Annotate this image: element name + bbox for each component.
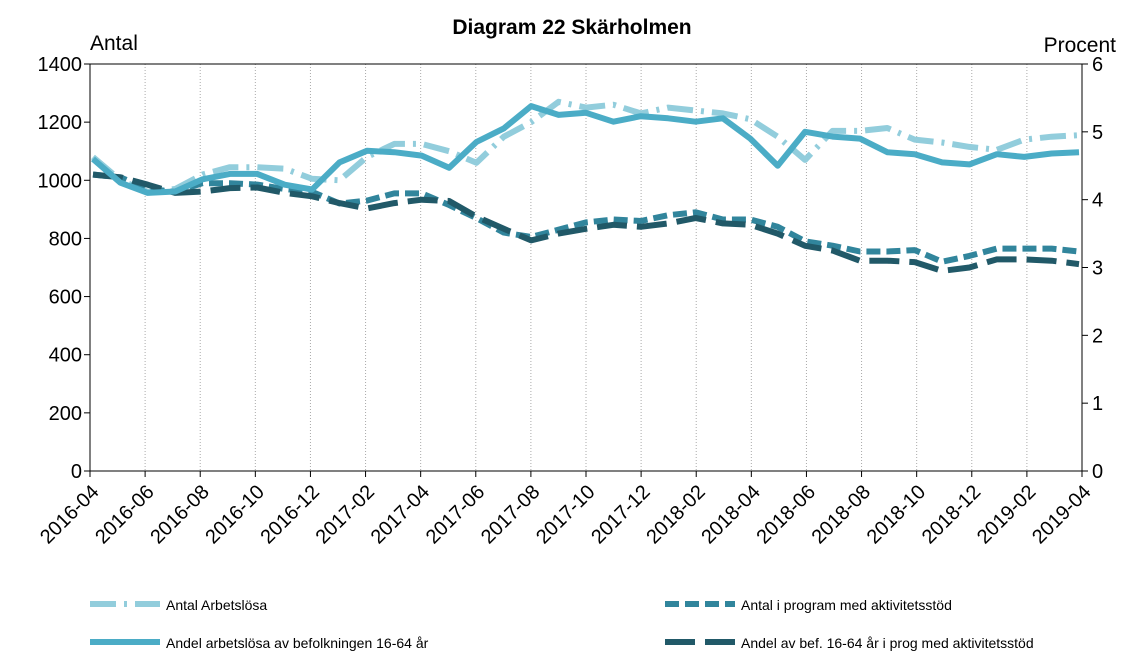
y-tick-label: 1400 [38,54,83,76]
x-tick-label: 2016-06 [91,481,158,548]
legend-label: Andel av bef. 16-64 år i prog med aktivi… [741,635,1034,651]
series-line [91,103,1080,196]
x-tick-label: 2017-12 [587,481,654,548]
y-tick-label: 200 [49,403,82,425]
legend-label: Andel arbetslösa av befolkningen 16-64 å… [166,635,429,651]
y2-tick-label: 3 [1092,258,1103,280]
x-tick-label: 2019-04 [1028,481,1095,548]
x-tick-label: 2017-04 [367,481,434,548]
y2-tick-label: 0 [1092,461,1103,483]
y-axis-label: Antal [90,32,138,55]
x-tick-label: 2018-10 [863,481,930,548]
x-tick-label: 2017-06 [422,481,489,548]
y2-tick-label: 5 [1092,122,1103,144]
y-tick-label: 0 [71,461,82,483]
series-line [92,171,1080,274]
y-tick-label: 1000 [38,170,83,192]
y-tick-label: 1200 [38,112,83,134]
x-tick-label: 2018-12 [918,481,985,548]
legend-label: Antal Arbetslösa [166,597,267,613]
y-tick-label: 800 [49,228,82,250]
x-tick-label: 2018-02 [642,481,709,548]
series-line [91,98,1080,195]
y2-axis-label: Procent [1044,34,1117,57]
y2-tick-label: 6 [1092,54,1103,76]
x-tick-label: 2016-04 [36,481,103,548]
x-tick-label: 2018-08 [808,481,875,548]
x-tick-label: 2016-08 [146,481,213,548]
x-tick-label: 2018-04 [697,481,764,548]
legend-label: Antal i program med aktivitetsstöd [741,597,952,613]
x-tick-label: 2016-12 [257,481,324,548]
chart-title: Diagram 22 Skärholmen [452,16,691,39]
y2-tick-label: 4 [1092,190,1103,212]
y2-tick-label: 2 [1092,325,1103,347]
x-tick-label: 2017-02 [312,481,379,548]
y-tick-label: 400 [49,345,82,367]
y2-tick-label: 1 [1092,393,1103,415]
x-tick-label: 2017-08 [477,481,544,548]
y-tick-label: 600 [49,287,82,309]
x-tick-label: 2019-02 [973,481,1040,548]
x-tick-label: 2016-10 [201,481,268,548]
x-tick-label: 2018-06 [753,481,820,548]
x-tick-label: 2017-10 [532,481,599,548]
